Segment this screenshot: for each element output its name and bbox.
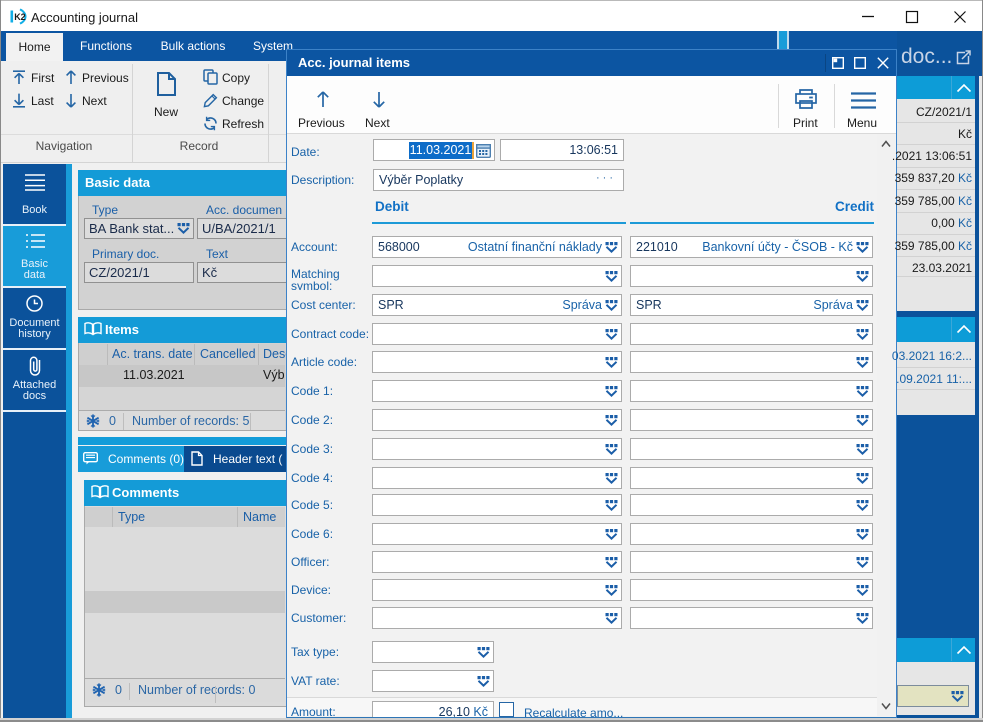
svg-text:K2: K2: [14, 12, 26, 22]
